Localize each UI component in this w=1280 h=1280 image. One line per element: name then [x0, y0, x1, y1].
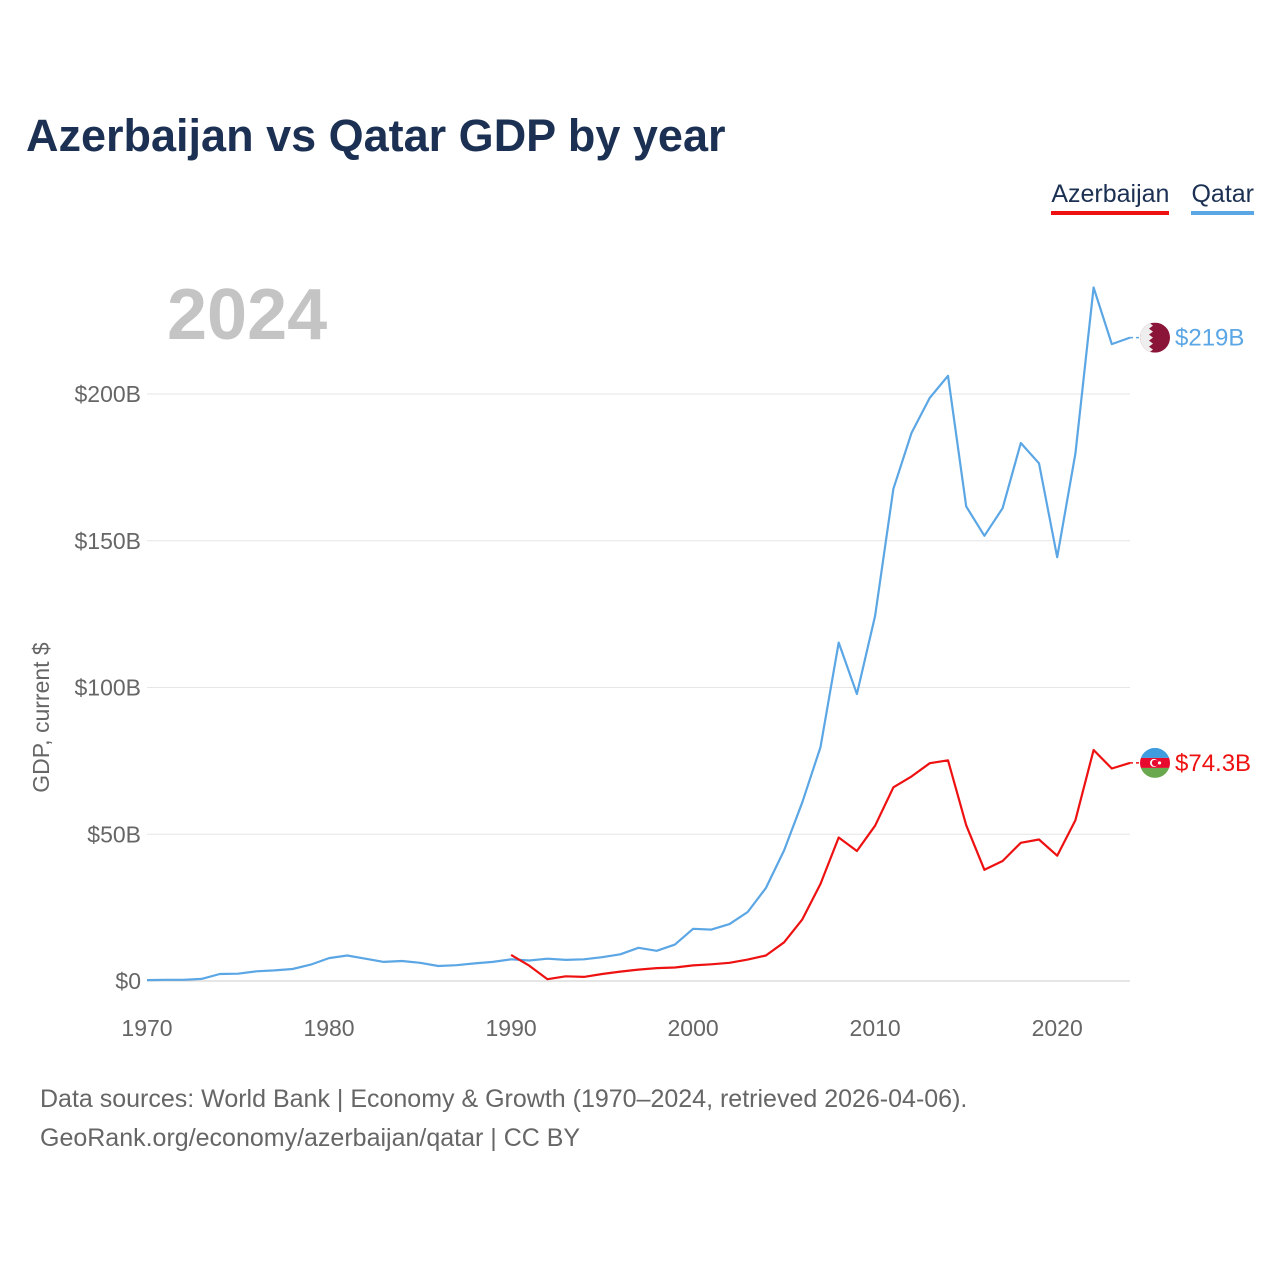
flag-crescent-cut — [1151, 759, 1159, 767]
end-value-label: $219B — [1175, 325, 1244, 352]
y-tick-label: $150B — [74, 528, 141, 554]
y-tick-label: $50B — [87, 821, 141, 847]
chart-title: Azerbaijan vs Qatar GDP by year — [26, 110, 726, 161]
qatar-flag-icon — [1140, 322, 1170, 353]
flag-band-green — [1140, 767, 1170, 778]
azerbaijan-flag-icon — [1140, 747, 1170, 778]
legend-item-qatar[interactable]: Qatar — [1191, 180, 1254, 215]
legend: Azerbaijan Qatar — [1051, 180, 1254, 215]
x-tick-label: 2020 — [1032, 1015, 1083, 1041]
x-tick-label: 2000 — [668, 1015, 719, 1041]
y-tick-label: $0 — [115, 968, 141, 994]
footer-sources: Data sources: World Bank | Economy & Gro… — [40, 1085, 968, 1113]
flag-serration — [1140, 322, 1153, 353]
flag-star — [1157, 761, 1162, 765]
x-tick-label: 1990 — [485, 1015, 536, 1041]
x-tick-label: 1970 — [121, 1015, 172, 1041]
end-value-label: $74.3B — [1175, 750, 1251, 777]
x-tick-label: 1980 — [303, 1015, 354, 1041]
series-line-azerbaijan — [510, 748, 1131, 981]
legend-item-azerbaijan[interactable]: Azerbaijan — [1051, 180, 1170, 215]
y-axis-title: GDP, current $ — [28, 642, 54, 793]
y-tick-label: $200B — [74, 381, 141, 407]
y-tick-label: $100B — [74, 675, 141, 701]
series-line-qatar — [146, 286, 1131, 982]
year-watermark: 2024 — [167, 275, 327, 355]
footer-link[interactable]: GeoRank.org/economy/azerbaijan/qatar | C… — [40, 1124, 581, 1152]
flag-band-blue — [1140, 747, 1170, 758]
line-chart: 2024 $0 $50B $100B $150B $200B 1970 1980 1990 200… — [28, 275, 1251, 1041]
footer: Data sources: World Bank | Economy & Gro… — [40, 1080, 967, 1158]
x-tick-label: 2010 — [850, 1015, 901, 1041]
